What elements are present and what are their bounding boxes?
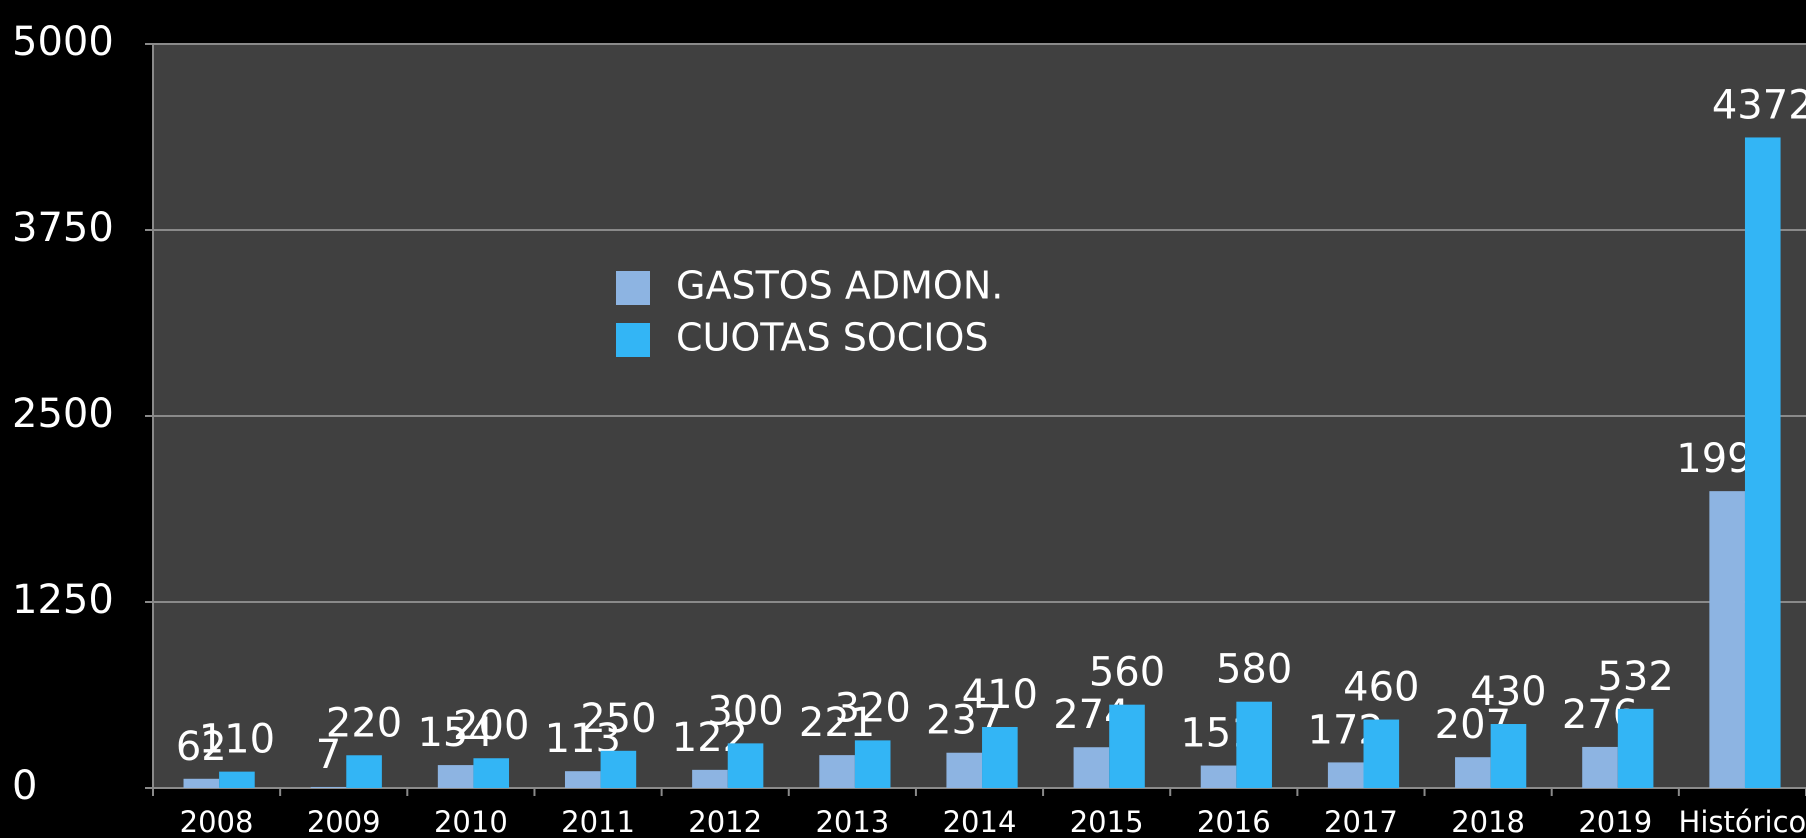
legend-swatch	[616, 323, 650, 357]
bar	[1617, 708, 1654, 788]
data-label: 532	[1597, 654, 1673, 700]
bar	[854, 740, 891, 788]
y-tick-label: 0	[12, 763, 37, 809]
bar	[1200, 765, 1237, 788]
bar	[946, 752, 983, 788]
y-tick-label: 3750	[12, 205, 114, 251]
bar	[1236, 701, 1272, 788]
bar	[1455, 757, 1491, 788]
data-label: 200	[453, 703, 529, 749]
bar	[1327, 762, 1364, 788]
x-tick-label: Histórico	[1679, 805, 1806, 838]
bar	[437, 765, 474, 788]
x-tick-label: 2017	[1324, 805, 1398, 838]
data-label: 154	[417, 710, 493, 756]
data-label: 62	[176, 724, 227, 770]
x-tick-label: 2019	[1578, 805, 1652, 838]
x-tick-label: 2013	[815, 805, 889, 838]
data-label: 430	[1470, 669, 1546, 715]
data-label: 220	[326, 700, 402, 746]
legend-label: CUOTAS SOCIOS	[676, 316, 989, 360]
bar	[727, 743, 764, 788]
data-label: 110	[199, 717, 275, 763]
y-tick-label: 1250	[12, 577, 114, 623]
bar	[310, 786, 347, 788]
data-label: 460	[1343, 665, 1419, 711]
data-label: 410	[962, 672, 1038, 718]
bar	[564, 771, 601, 788]
bar	[982, 726, 1018, 788]
x-tick-label: 2014	[943, 805, 1017, 838]
bar	[1490, 724, 1527, 788]
bar	[692, 769, 728, 788]
data-label: 250	[580, 696, 656, 742]
bar	[600, 750, 637, 788]
data-label: 4372	[1712, 82, 1806, 128]
bar	[819, 755, 855, 788]
y-tick-label: 5000	[12, 19, 114, 65]
x-tick-label: 2009	[307, 805, 381, 838]
data-label: 580	[1216, 647, 1292, 693]
bar	[183, 778, 220, 788]
bar	[1709, 491, 1745, 788]
bar	[346, 755, 382, 788]
data-label: 320	[835, 685, 911, 731]
x-tick-label: 2012	[688, 805, 762, 838]
bar	[1073, 747, 1110, 788]
data-label: 560	[1089, 650, 1165, 696]
x-tick-label: 2018	[1451, 805, 1525, 838]
x-tick-label: 2016	[1197, 805, 1271, 838]
bar	[1109, 704, 1145, 788]
data-label: 300	[707, 688, 783, 734]
legend-label: GASTOS ADMON.	[676, 264, 1003, 308]
x-tick-label: 2011	[561, 805, 635, 838]
x-tick-label: 2010	[434, 805, 508, 838]
x-tick-label: 2015	[1070, 805, 1144, 838]
data-label: 7	[316, 732, 341, 778]
x-tick-label: 2008	[180, 805, 254, 838]
bar	[1363, 719, 1400, 788]
bar	[1744, 137, 1781, 788]
y-tick-label: 2500	[12, 391, 114, 437]
bar	[1582, 746, 1618, 788]
bar	[219, 771, 255, 788]
legend-swatch	[616, 271, 650, 305]
bar	[473, 758, 510, 788]
data-label: 221	[799, 700, 875, 746]
